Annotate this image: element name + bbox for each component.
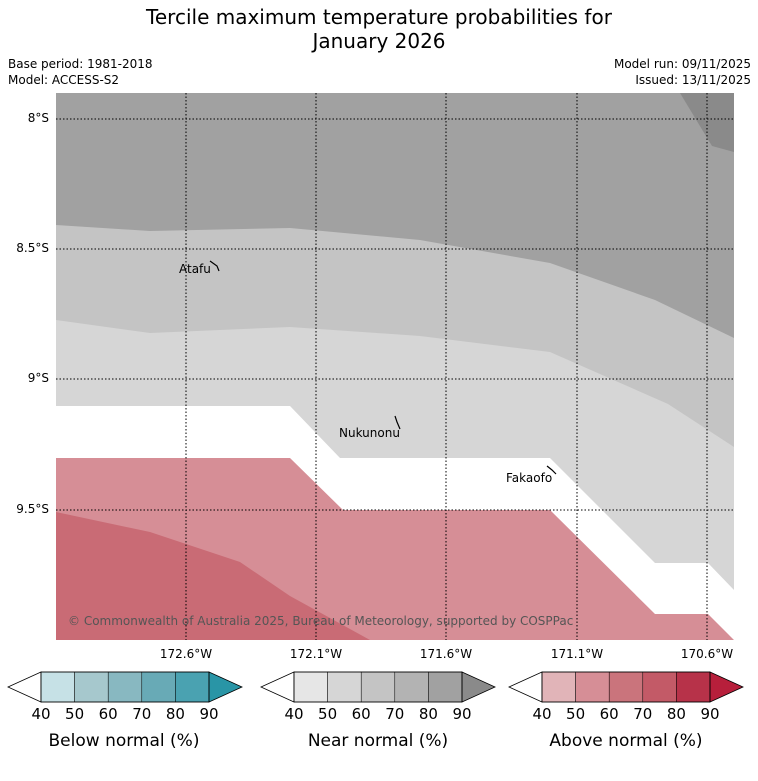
legend-tick-label: 90 bbox=[452, 705, 472, 723]
legend-tick-label: 50 bbox=[65, 705, 85, 723]
legend-title-above: Above normal (%) bbox=[549, 731, 703, 751]
legend-tick-label: 80 bbox=[418, 705, 438, 723]
lon-label: 171.6°W bbox=[419, 647, 473, 661]
legend-tick-label: 90 bbox=[700, 705, 720, 723]
legend-tick-label: 60 bbox=[351, 705, 371, 723]
nukunonu-outline bbox=[394, 415, 401, 430]
legend-tick-label: 90 bbox=[199, 705, 219, 723]
atafu-outline bbox=[209, 260, 220, 272]
legend-tick-label: 80 bbox=[165, 705, 185, 723]
lon-label: 171.1°W bbox=[550, 647, 604, 661]
place-label-atafu: Atafu bbox=[179, 262, 211, 276]
legend-tick-label: 40 bbox=[532, 705, 552, 723]
near-normal-70-region bbox=[56, 93, 734, 338]
legend-tick-label: 50 bbox=[566, 705, 586, 723]
legend-tick-label: 80 bbox=[666, 705, 686, 723]
lat-label: 8°S bbox=[27, 111, 49, 125]
lon-label: 172.6°W bbox=[159, 647, 213, 661]
page-title: Tercile maximum temperature probabilitie… bbox=[146, 5, 612, 29]
legend-tick-label: 70 bbox=[385, 705, 405, 723]
base-period: Base period: 1981-2018 bbox=[8, 57, 153, 71]
place-label-nukunonu: Nukunonu bbox=[339, 426, 400, 440]
copyright-notice: © Commonwealth of Australia 2025, Bureau… bbox=[68, 614, 574, 628]
above-normal-60-region bbox=[56, 512, 370, 640]
legend-tick-label: 40 bbox=[31, 705, 51, 723]
fakaofo-outline bbox=[546, 465, 557, 475]
lat-label: 9.5°S bbox=[16, 502, 49, 516]
map-gridlines bbox=[56, 93, 734, 640]
legend-title-near: Near normal (%) bbox=[307, 731, 449, 751]
lon-label: 172.1°W bbox=[289, 647, 343, 661]
page-subtitle: January 2026 bbox=[312, 29, 446, 53]
legend-title-below: Below normal (%) bbox=[48, 731, 200, 751]
legend-tick-label: 60 bbox=[599, 705, 619, 723]
lat-label: 9°S bbox=[27, 371, 49, 385]
legend-tick-label: 40 bbox=[284, 705, 304, 723]
place-label-fakaofo: Fakaofo bbox=[506, 471, 553, 485]
legend-tick-label: 60 bbox=[98, 705, 118, 723]
model-name: Model: ACCESS-S2 bbox=[8, 73, 120, 87]
model-run: Model run: 09/11/2025 bbox=[613, 57, 751, 71]
legend-tick-label: 70 bbox=[132, 705, 152, 723]
issued-date: Issued: 13/11/2025 bbox=[635, 73, 751, 87]
lon-label: 170.6°W bbox=[680, 647, 734, 661]
lat-label: 8.5°S bbox=[16, 241, 49, 255]
legend-tick-label: 70 bbox=[633, 705, 653, 723]
legend-tick-label: 50 bbox=[318, 705, 338, 723]
